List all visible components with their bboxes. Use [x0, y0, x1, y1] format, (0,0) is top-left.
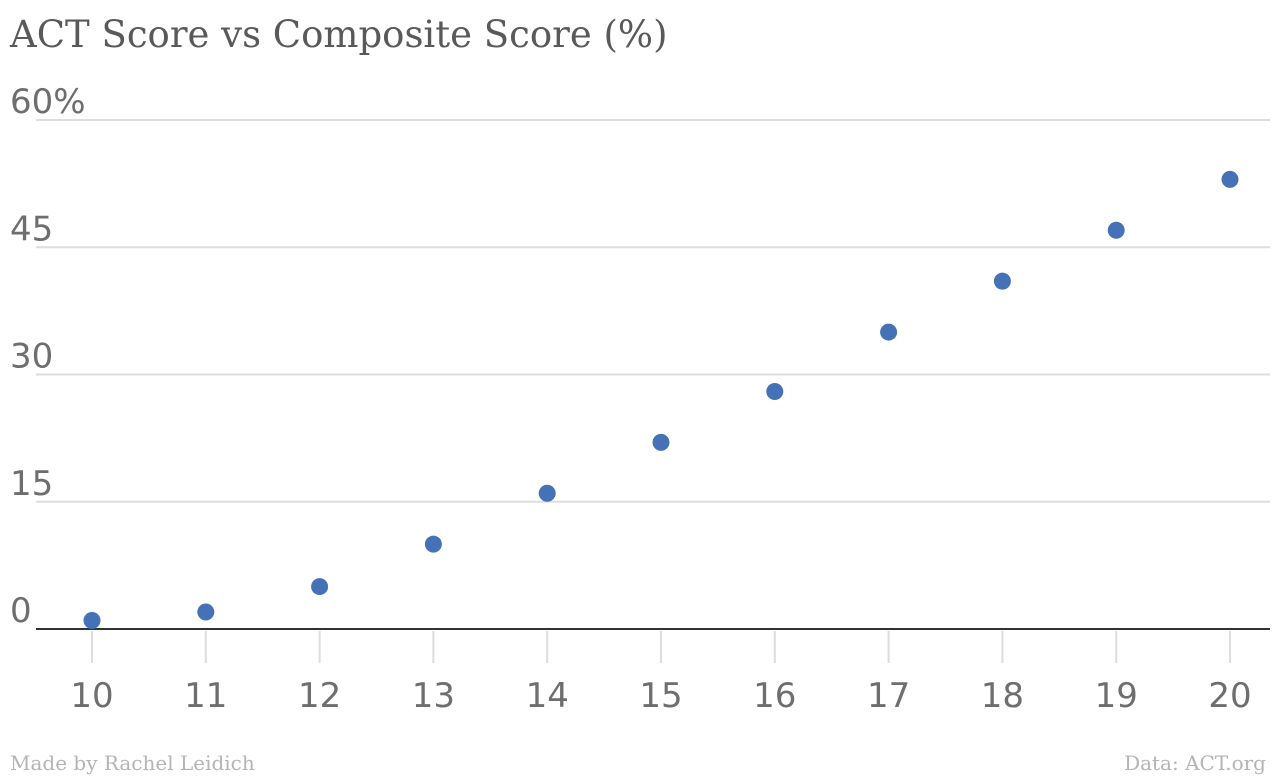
x-axis: 10 11 12 13 14 15 16 17 18 19 20 [70, 631, 1252, 716]
y-tick-label: 60% [10, 82, 86, 122]
data-point [311, 578, 329, 596]
data-point [424, 535, 442, 553]
chart-title: ACT Score vs Composite Score (%) [9, 13, 668, 56]
y-tick-label: 45 [10, 209, 53, 249]
x-tick-label: 19 [1095, 676, 1138, 716]
y-tick-label: 30 [10, 337, 53, 377]
data-point [766, 382, 784, 400]
x-tick-label: 15 [639, 676, 682, 716]
x-tick-label: 12 [298, 676, 341, 716]
data-point [652, 433, 670, 451]
x-tick-label: 13 [412, 676, 455, 716]
y-tick-label: 0 [10, 591, 32, 631]
data-point [993, 272, 1011, 290]
y-axis: 0 15 30 45 60% [10, 82, 86, 631]
data-point [1107, 221, 1125, 239]
x-tick-label: 14 [526, 676, 569, 716]
data-points [83, 170, 1239, 630]
data-point [1221, 170, 1239, 188]
data-point [83, 612, 101, 630]
credit-text: Made by Rachel Leidich [10, 751, 255, 775]
x-tick-label: 20 [1208, 676, 1251, 716]
source-text: Data: ACT.org [1124, 751, 1266, 775]
x-tick-label: 16 [753, 676, 796, 716]
data-point [197, 603, 215, 621]
x-tick-label: 18 [981, 676, 1024, 716]
data-point [880, 323, 898, 341]
y-tick-label: 15 [10, 464, 53, 504]
gridlines [36, 119, 1270, 630]
x-tick-label: 17 [867, 676, 910, 716]
x-tick-label: 11 [184, 676, 227, 716]
data-point [538, 484, 556, 502]
x-tick-label: 10 [70, 676, 113, 716]
